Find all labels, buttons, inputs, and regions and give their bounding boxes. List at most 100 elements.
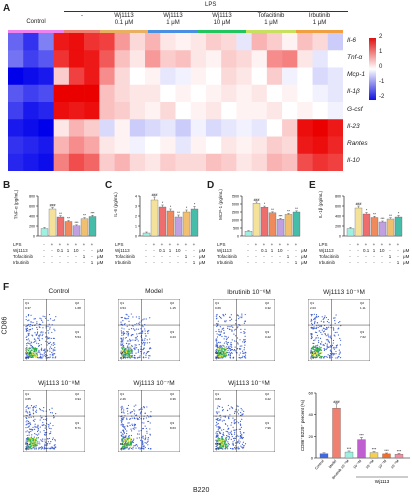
quadrant-value: 88.6 [120, 442, 126, 446]
y-tick-label: 0 [311, 456, 314, 461]
heatmap-cell [205, 102, 222, 120]
quadrant-label: Q3 [360, 330, 364, 334]
quadrant-label: Q4 [215, 447, 219, 451]
gene-label-5: Il-23 [347, 122, 360, 130]
treat-row-label: LPS [13, 242, 22, 247]
treat-cell: - [83, 248, 85, 253]
treat-unit: μM [301, 260, 308, 265]
quadrant-label: Q1 [120, 301, 124, 305]
heatmap-cell [99, 50, 115, 68]
quadrant-value: 0.94 [75, 397, 81, 401]
gene-label-0: Il-6 [347, 36, 357, 44]
f-yaxis-label: CD86 [1, 316, 9, 335]
treat-cell: - [263, 254, 265, 259]
treat-cell: - [145, 242, 147, 247]
treat-cell: - [349, 260, 351, 265]
treat-cell: - [255, 248, 257, 253]
treat-cell: - [397, 254, 399, 259]
heatmap-cell [327, 50, 343, 68]
y-tick-label: 2000 [232, 203, 239, 207]
bar [292, 211, 301, 237]
treat-cell: 1 [90, 260, 94, 265]
significance-label: *** [372, 448, 377, 452]
treat-cell: - [255, 260, 257, 265]
bar-ylabel-3: IL-1β (pg/mL) [318, 190, 324, 219]
bar-ylabel-1: IL-6 (pg/mL) [112, 192, 118, 217]
heatmap-cell [68, 84, 85, 103]
heatmap-cell [175, 119, 192, 137]
treat-cell: + [50, 242, 54, 247]
heatmap-cell [8, 153, 24, 171]
heatmap-cell [312, 67, 329, 86]
treat-cell: + [286, 242, 290, 247]
heatmap-cell [282, 136, 298, 155]
heatmap-cell [236, 50, 252, 68]
heatmap-cell [327, 119, 343, 137]
treat-cell: - [287, 248, 289, 253]
heatmap-cell [236, 102, 252, 120]
quadrant-label: Q3 [170, 330, 174, 334]
heatmap-cell [160, 119, 176, 137]
heatmap-cell [327, 67, 343, 86]
significance-label: *** [384, 449, 389, 453]
treat-cell: - [381, 254, 383, 259]
treat-cell: - [145, 260, 147, 265]
treat-cell: + [90, 242, 94, 247]
heatmap-cell [190, 84, 207, 103]
heatmap-cell [145, 153, 161, 171]
bar [158, 206, 167, 237]
bar [150, 199, 159, 237]
heatmap-cell [221, 153, 237, 171]
heatmap-cell [297, 119, 313, 137]
treat-cell: - [279, 260, 281, 265]
significance-label: * [162, 201, 164, 205]
heatmap-cell [282, 84, 298, 103]
heatmap-cell [23, 153, 39, 171]
treat-cell: - [263, 260, 265, 265]
quadrant-value: 1.15 [170, 306, 176, 310]
heatmap-cell [282, 153, 298, 171]
heatmap-cell [23, 50, 39, 68]
colorbar-tick-1: 1 [379, 49, 383, 55]
quadrant-label: Q2 [265, 392, 269, 396]
treat-cell: - [59, 260, 61, 265]
quadrant-value: 0.36 [170, 397, 176, 401]
heatmap-cell [23, 33, 39, 51]
treat-cell: 1 [82, 254, 86, 259]
quadrant-label: Q4 [215, 356, 219, 360]
significance-label: *** [347, 447, 352, 451]
group-color-strip-4 [198, 30, 246, 34]
treat-cell: - [177, 260, 179, 265]
treat-cell: 1 [270, 248, 274, 253]
heatmap-cell [23, 136, 39, 155]
heatmap-cell [266, 84, 283, 103]
heatmap-cell [8, 50, 24, 68]
significance-label: * [194, 203, 196, 207]
heatmap-cell [205, 136, 222, 155]
treat-cell: 1 [294, 260, 298, 265]
heatmap-cell [266, 67, 283, 86]
bar [64, 221, 73, 237]
treat-cell: + [254, 242, 258, 247]
heatmap-cell [114, 102, 131, 120]
treat-cell: - [161, 254, 163, 259]
y-tick-label: 500 [233, 227, 239, 231]
heatmap-cell [236, 119, 252, 137]
heatmap-cell [145, 67, 161, 86]
heatmap-cell [53, 119, 70, 137]
treat-cell: - [43, 248, 45, 253]
bar [190, 208, 199, 237]
heatmap-cell [266, 119, 283, 137]
treat-cell: + [160, 242, 164, 247]
x-category-label: 10⁻⁷M [378, 459, 388, 469]
heatmap-cell [53, 50, 70, 68]
heatmap-cell [282, 102, 298, 120]
treat-cell: - [75, 260, 77, 265]
quadrant-label: Q4 [120, 356, 124, 360]
bar [354, 207, 363, 237]
heatmap-cell [129, 67, 146, 86]
bar [142, 232, 151, 237]
heatmap-cell [160, 67, 176, 86]
y-tick-label: 400 [335, 215, 341, 219]
